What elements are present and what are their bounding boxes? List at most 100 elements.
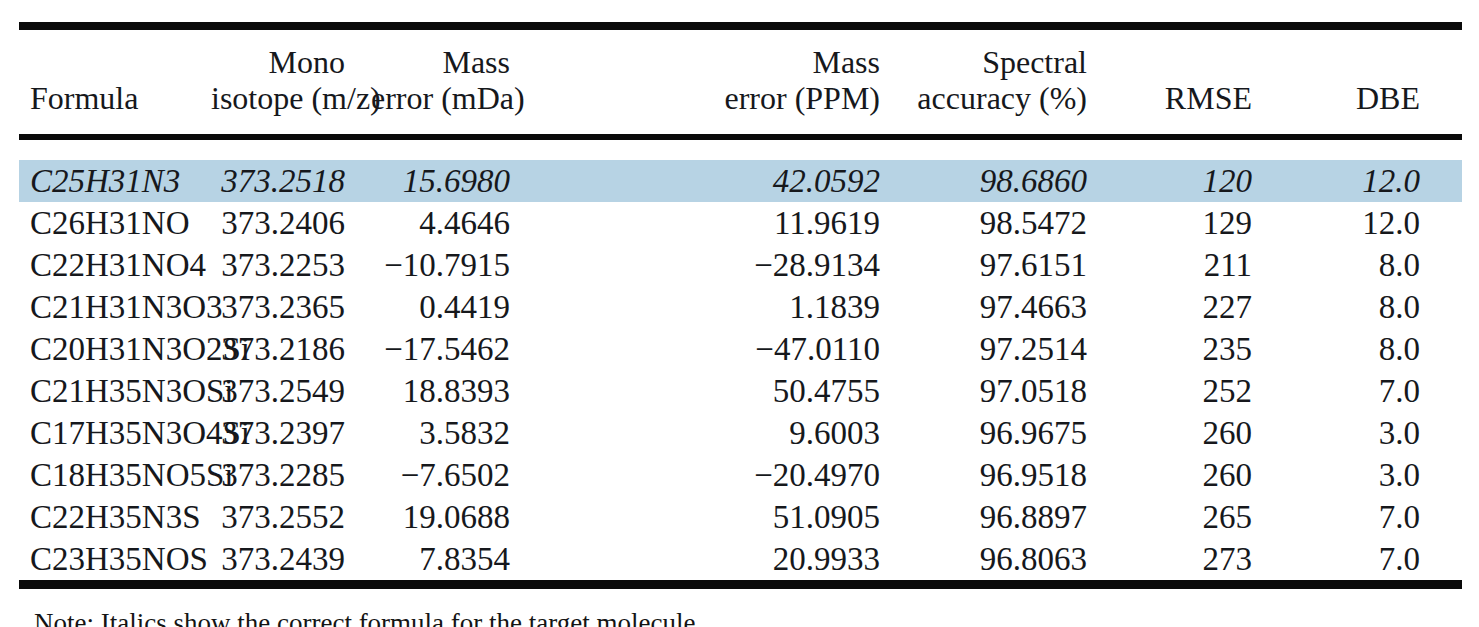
- table-cell-rmse: 260: [1110, 412, 1270, 454]
- table-cell-rmse: 129: [1110, 202, 1270, 244]
- table-cell-formula: C25H31N3: [19, 160, 210, 202]
- table-cell-formula: C20H31N3O2Si: [19, 328, 210, 370]
- table-cell-mono-isotope: 373.2406: [210, 202, 370, 244]
- column-header-line1: Mass: [536, 44, 880, 80]
- table-cell-mono-isotope: 373.2439: [210, 538, 370, 580]
- table-cell-spectral-accuracy: 96.9675: [905, 412, 1110, 454]
- table-cell-formula: C26H31NO: [19, 202, 210, 244]
- table-row: C22H31NO4373.2253−10.7915−28.913497.6151…: [19, 244, 1462, 286]
- table-cell-spectral-accuracy: 98.5472: [905, 202, 1110, 244]
- table-cell-rmse: 273: [1110, 538, 1270, 580]
- table-cell-mass-error-ppm: −20.4970: [535, 454, 905, 496]
- table-row: C18H35NO5Si373.2285−7.6502−20.497096.951…: [19, 454, 1462, 496]
- table-cell-dbe: 3.0: [1270, 454, 1462, 496]
- table-cell-mass-error-mda: 4.4646: [370, 202, 535, 244]
- table-cell-mass-error-mda: 7.8354: [370, 538, 535, 580]
- column-header-line2: error (mDa): [371, 80, 510, 116]
- table-cell-formula: C21H31N3O3: [19, 286, 210, 328]
- table-cell-mono-isotope: 373.2518: [210, 160, 370, 202]
- table-row: C25H31N3373.251815.698042.059298.6860120…: [19, 160, 1462, 202]
- table-cell-dbe: 8.0: [1270, 328, 1462, 370]
- table-cell-mass-error-ppm: 20.9933: [535, 538, 905, 580]
- table-cell-spectral-accuracy: 98.6860: [905, 160, 1110, 202]
- table-row: C21H31N3O3373.23650.44191.183997.4663227…: [19, 286, 1462, 328]
- table-cell-spectral-accuracy: 96.9518: [905, 454, 1110, 496]
- spacer-row: [19, 140, 1462, 160]
- table-cell-mass-error-ppm: 9.6003: [535, 412, 905, 454]
- table-cell-spectral-accuracy: 97.2514: [905, 328, 1110, 370]
- table-row: C22H35N3S373.255219.068851.090596.889726…: [19, 496, 1462, 538]
- table-row: C17H35N3O4Si373.23973.58329.600396.96752…: [19, 412, 1462, 454]
- table-cell-formula: C17H35N3O4Si: [19, 412, 210, 454]
- table-cell-spectral-accuracy: 96.8063: [905, 538, 1110, 580]
- table-row: C26H31NO373.24064.464611.961998.54721291…: [19, 202, 1462, 244]
- table-cell-dbe: 12.0: [1270, 160, 1462, 202]
- table-cell-mass-error-mda: 0.4419: [370, 286, 535, 328]
- results-table-body: C25H31N3373.251815.698042.059298.6860120…: [19, 140, 1462, 580]
- table-cell-dbe: 8.0: [1270, 244, 1462, 286]
- column-header-line2: accuracy (%): [906, 80, 1087, 116]
- table-cell-mass-error-ppm: 42.0592: [535, 160, 905, 202]
- column-header-mono-isotope: Mono isotope (m/z): [210, 30, 370, 140]
- table-cell-mass-error-mda: 3.5832: [370, 412, 535, 454]
- table-cell-mass-error-ppm: 51.0905: [535, 496, 905, 538]
- column-header-rmse: RMSE: [1110, 30, 1270, 140]
- table-cell-mono-isotope: 373.2285: [210, 454, 370, 496]
- table-cell-formula: C21H35N3OSi: [19, 370, 210, 412]
- column-header-line2: RMSE: [1111, 80, 1252, 116]
- table-cell-mass-error-mda: 15.6980: [370, 160, 535, 202]
- column-header-formula: Formula: [19, 30, 210, 140]
- column-header-mass-error-ppm: Mass error (PPM): [535, 30, 905, 140]
- table-row: C21H35N3OSi373.254918.839350.475597.0518…: [19, 370, 1462, 412]
- column-header-line1: Mass: [371, 44, 510, 80]
- column-header-line1: Mono: [211, 44, 345, 80]
- table-cell-mass-error-ppm: 1.1839: [535, 286, 905, 328]
- table-cell-mono-isotope: 373.2365: [210, 286, 370, 328]
- column-header-spectral-accuracy: Spectral accuracy (%): [905, 30, 1110, 140]
- table-cell-mass-error-mda: 18.8393: [370, 370, 535, 412]
- table-cell-mass-error-mda: −10.7915: [370, 244, 535, 286]
- results-table-container: Formula Mono isotope (m/z) Mass error (m…: [19, 22, 1462, 627]
- table-note: Note: Italics show the correct formula f…: [34, 607, 1462, 627]
- results-table: Formula Mono isotope (m/z) Mass error (m…: [19, 22, 1462, 589]
- table-cell-formula: C18H35NO5Si: [19, 454, 210, 496]
- table-cell-rmse: 120: [1110, 160, 1270, 202]
- table-row: C20H31N3O2Si373.2186−17.5462−47.011097.2…: [19, 328, 1462, 370]
- table-cell-rmse: 252: [1110, 370, 1270, 412]
- table-cell-mass-error-mda: 19.0688: [370, 496, 535, 538]
- table-cell-formula: C22H35N3S: [19, 496, 210, 538]
- column-header-dbe: DBE: [1270, 30, 1462, 140]
- table-cell-mono-isotope: 373.2552: [210, 496, 370, 538]
- table-cell-rmse: 235: [1110, 328, 1270, 370]
- table-cell-dbe: 7.0: [1270, 370, 1462, 412]
- table-cell-dbe: 7.0: [1270, 496, 1462, 538]
- column-header-line2: Formula: [30, 80, 209, 116]
- table-cell-dbe: 3.0: [1270, 412, 1462, 454]
- table-cell-mass-error-mda: −7.6502: [370, 454, 535, 496]
- table-cell-mass-error-ppm: −47.0110: [535, 328, 905, 370]
- table-cell-spectral-accuracy: 97.0518: [905, 370, 1110, 412]
- table-cell-rmse: 265: [1110, 496, 1270, 538]
- table-cell-formula: C22H31NO4: [19, 244, 210, 286]
- table-cell-rmse: 227: [1110, 286, 1270, 328]
- table-cell-spectral-accuracy: 97.6151: [905, 244, 1110, 286]
- table-cell-mono-isotope: 373.2397: [210, 412, 370, 454]
- table-cell-rmse: 260: [1110, 454, 1270, 496]
- table-cell-mass-error-ppm: 50.4755: [535, 370, 905, 412]
- column-header-line2: error (PPM): [536, 80, 880, 116]
- table-cell-dbe: 8.0: [1270, 286, 1462, 328]
- table-cell-dbe: 12.0: [1270, 202, 1462, 244]
- table-cell-mass-error-mda: −17.5462: [370, 328, 535, 370]
- table-header: Formula Mono isotope (m/z) Mass error (m…: [19, 30, 1462, 140]
- column-header-line2: DBE: [1271, 80, 1420, 116]
- table-cell-mass-error-ppm: −28.9134: [535, 244, 905, 286]
- column-header-line2: isotope (m/z): [211, 80, 345, 116]
- table-cell-mono-isotope: 373.2549: [210, 370, 370, 412]
- table-cell-spectral-accuracy: 96.8897: [905, 496, 1110, 538]
- table-cell-formula: C23H35NOS: [19, 538, 210, 580]
- column-header-mass-error-mda: Mass error (mDa): [370, 30, 535, 140]
- table-cell-mono-isotope: 373.2253: [210, 244, 370, 286]
- table-cell-spectral-accuracy: 97.4663: [905, 286, 1110, 328]
- table-cell-rmse: 211: [1110, 244, 1270, 286]
- table-cell-dbe: 7.0: [1270, 538, 1462, 580]
